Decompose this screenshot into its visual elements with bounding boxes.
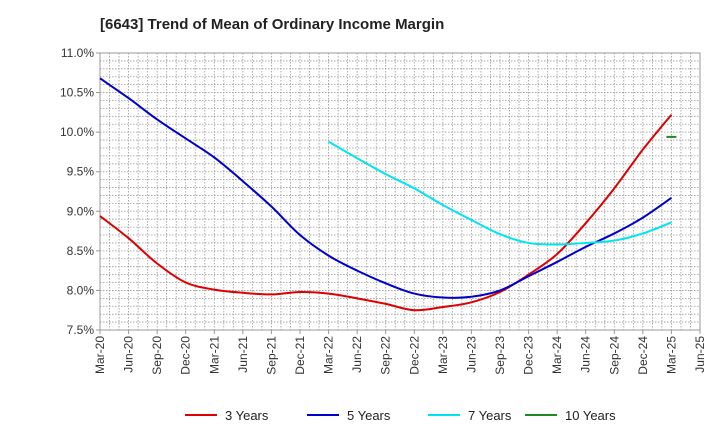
series-layer xyxy=(99,77,677,312)
x-tick-label: Sep-22 xyxy=(379,336,393,375)
x-tick-label: Dec-24 xyxy=(636,336,650,375)
legend-label: 10 Years xyxy=(565,407,616,423)
x-tick-label: Sep-24 xyxy=(607,336,621,375)
x-tick-label: Mar-21 xyxy=(207,336,221,374)
y-tick-label: 8.0% xyxy=(67,283,95,297)
legend-item-10-years: 10 Years xyxy=(525,405,616,425)
grid-layer xyxy=(99,52,701,331)
x-tick-label: Dec-20 xyxy=(179,336,193,375)
legend: 3 Years 5 Years 7 Years 10 Years xyxy=(0,405,720,425)
series-3-years-line xyxy=(99,114,673,312)
legend-swatch xyxy=(525,414,557,416)
y-tick-label: 9.5% xyxy=(67,165,95,179)
y-tick-label: 9.0% xyxy=(67,204,95,218)
x-tick-label: Dec-22 xyxy=(407,336,421,375)
series-5-years-line xyxy=(99,77,672,299)
x-tick-label: Mar-20 xyxy=(93,336,107,374)
series-7-years-line xyxy=(328,140,672,246)
x-tick-label: Dec-21 xyxy=(293,336,307,375)
legend-item-7-years: 7 Years xyxy=(428,405,511,425)
legend-swatch xyxy=(307,414,339,416)
legend-swatch xyxy=(185,414,217,416)
x-tick-label: Sep-23 xyxy=(493,336,507,375)
x-tick-label: Mar-25 xyxy=(664,336,678,374)
y-tick-label: 10.0% xyxy=(60,125,94,139)
x-tick-label: Jun-24 xyxy=(579,336,593,373)
x-tick-label: Dec-23 xyxy=(522,336,536,375)
x-tick-label: Jun-22 xyxy=(350,336,364,373)
x-tick-label: Jun-25 xyxy=(693,336,707,373)
x-tick-label: Sep-20 xyxy=(150,336,164,375)
legend-label: 3 Years xyxy=(225,407,269,423)
y-tick-label: 11.0% xyxy=(61,46,94,60)
x-tick-label: Jun-23 xyxy=(464,336,478,373)
x-tick-label: Mar-23 xyxy=(436,336,450,374)
legend-label: 5 Years xyxy=(347,407,391,423)
y-tick-label: 10.5% xyxy=(60,86,94,100)
x-tick-label: Jun-20 xyxy=(122,336,136,373)
chart-title: [6643] Trend of Mean of Ordinary Income … xyxy=(100,16,445,33)
legend-item-3-years: 3 Years xyxy=(185,405,268,425)
x-tick-label: Mar-22 xyxy=(322,336,336,374)
x-tick-label: Jun-21 xyxy=(236,336,250,373)
legend-item-5-years: 5 Years xyxy=(307,405,390,425)
y-tick-label: 7.5% xyxy=(67,323,95,337)
x-tick-label: Sep-21 xyxy=(264,336,278,375)
axis-layer: 7.5% 8.0% 8.5% 9.0% 9.5% 10.0% 10.5% 11.0% Mar-2… xyxy=(60,46,707,375)
plot-frame xyxy=(99,52,701,331)
y-tick-label: 8.5% xyxy=(67,244,95,258)
legend-label: 7 Years xyxy=(468,407,512,423)
legend-swatch xyxy=(428,414,460,416)
x-tick-label: Mar-24 xyxy=(550,336,564,374)
